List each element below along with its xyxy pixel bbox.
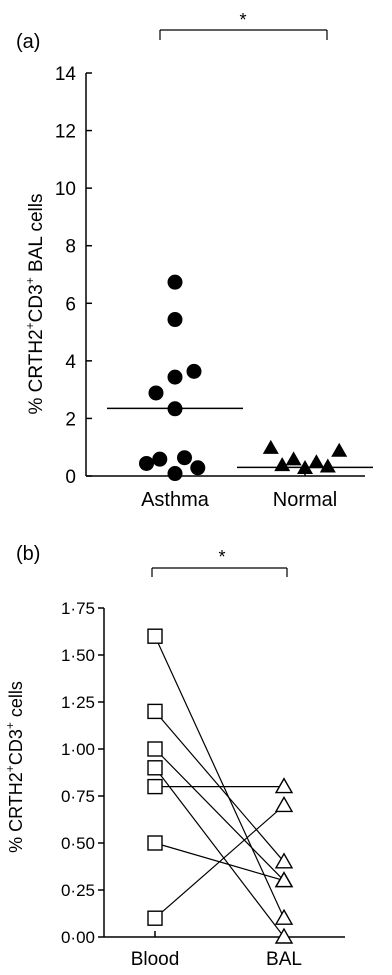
panel-b-label: (b) <box>16 543 40 565</box>
paired-connector-line <box>154 748 285 882</box>
asthma-data-point <box>167 274 183 290</box>
panel-b-x-tick-label: BAL <box>266 949 302 970</box>
blood-data-point <box>147 835 163 851</box>
bal-data-point <box>274 777 294 794</box>
panel-b-y-tick-label: 1·25 <box>61 693 95 712</box>
panel-b-y-tick-label: 0·25 <box>61 881 95 900</box>
panel-b-y-tick-label: 1·75 <box>61 599 95 618</box>
panel-b-x-tick-label: Blood <box>131 949 180 970</box>
panel-a-y-tick-label: 0 <box>65 467 76 488</box>
normal-data-point <box>262 439 279 454</box>
blood-data-point <box>147 741 163 757</box>
normal-data-point <box>331 442 348 457</box>
paired-connector-line <box>154 635 285 919</box>
panel-a-y-tick-label: 14 <box>55 64 77 85</box>
asthma-data-point <box>186 363 202 379</box>
panel-b: (b) * % CRTH2+CD3+ cells 0·00 0·25 0·50 0·7… <box>3 543 345 970</box>
asthma-data-point <box>148 385 164 401</box>
paired-connector-line <box>154 767 285 938</box>
asthma-data-point <box>190 460 206 476</box>
asthma-data-point <box>167 369 183 385</box>
panel-a-y-tick-label: 4 <box>65 352 76 373</box>
panel-a-y-tick-label: 6 <box>65 294 76 315</box>
panel-a-x-tick-label: Asthma <box>141 489 210 511</box>
bal-data-point <box>274 871 294 888</box>
panel-b-y-tick-label: 0·75 <box>61 787 95 806</box>
panel-b-significance-star: * <box>218 547 225 567</box>
blood-data-point <box>147 910 163 926</box>
normal-data-point <box>285 451 302 466</box>
normal-data-point <box>308 454 325 469</box>
blood-data-point <box>147 778 163 795</box>
panel-a-y-tick-label: 10 <box>55 179 76 200</box>
blood-data-point <box>147 703 163 720</box>
panel-b-y-axis-label: % CRTH2+CD3+ cells <box>3 681 26 853</box>
panel-b-significance-bracket: * <box>151 547 288 577</box>
asthma-data-point <box>139 455 154 471</box>
panel-b-y-tick-label: 1·50 <box>61 646 95 665</box>
panel-b-y-tick-label: 1·00 <box>61 740 95 759</box>
bal-data-point <box>274 795 294 813</box>
panel-a: (a) * % CRTH2+CD3+ BAL cells 0 2 4 6 8 10 12 14… <box>16 10 373 511</box>
bal-data-point <box>274 852 294 869</box>
panel-b-y-tick-label: 0·50 <box>61 834 95 853</box>
panel-a-y-tick-label: 8 <box>65 237 76 258</box>
blood-data-point <box>147 628 163 644</box>
panel-a-y-tick-label: 12 <box>55 122 76 143</box>
asthma-data-point <box>167 312 183 328</box>
panel-a-x-tick-label: Normal <box>273 489 337 511</box>
paired-connector-line <box>154 804 285 919</box>
panel-a-y-axis-label: % CRTH2+CD3+ BAL cells <box>23 194 47 415</box>
asthma-data-point <box>152 451 168 467</box>
panel-b-y-tick-label: 0·00 <box>61 928 95 947</box>
panel-a-y-tick-label: 2 <box>65 409 76 430</box>
normal-data-point <box>319 458 336 473</box>
panel-a-significance-star: * <box>239 10 246 30</box>
asthma-data-point <box>177 450 192 466</box>
bal-data-point <box>274 908 294 925</box>
panel-a-label: (a) <box>16 31 40 53</box>
panel-a-significance-bracket: * <box>159 10 328 40</box>
asthma-data-point <box>167 466 183 482</box>
bal-data-point <box>274 927 294 944</box>
blood-data-point <box>147 760 163 776</box>
